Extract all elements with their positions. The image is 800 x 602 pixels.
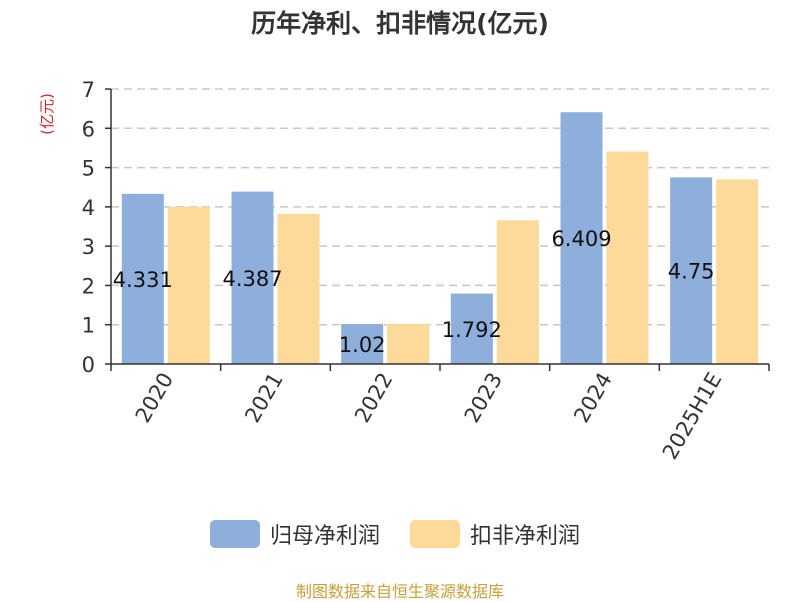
x-tick-label: 2020 <box>131 369 179 427</box>
data-label: 4.75 <box>668 260 715 284</box>
x-tick-label: 2022 <box>350 369 398 427</box>
bar-deducted-profit-2021 <box>277 213 320 364</box>
bar-net-profit-2025H1E <box>670 177 713 364</box>
bar-deducted-profit-2025H1E <box>716 179 759 364</box>
bar-deducted-profit-2023 <box>496 220 539 364</box>
bar-deducted-profit-2020 <box>167 206 210 364</box>
bar-net-profit-2022 <box>341 323 384 364</box>
data-label: 4.387 <box>222 267 282 291</box>
y-tick-label: 3 <box>82 235 95 259</box>
x-tick-label: 2021 <box>240 369 288 427</box>
data-label: 6.409 <box>551 227 611 251</box>
data-label: 4.331 <box>113 268 173 292</box>
bar-net-profit-2023 <box>450 293 493 364</box>
bar-deducted-profit-2024 <box>606 151 649 364</box>
y-tick-label: 1 <box>82 314 95 338</box>
legend-item-deducted-profit[interactable]: 扣非净利润 <box>410 518 580 550</box>
legend-item-net-profit[interactable]: 归母净利润 <box>210 518 380 550</box>
bar-deducted-profit-2022 <box>387 323 430 364</box>
legend-label-net-profit: 归母净利润 <box>270 524 381 549</box>
y-tick-label: 6 <box>82 117 95 141</box>
y-tick-label: 4 <box>82 196 95 220</box>
gridlines <box>111 88 769 326</box>
data-label: 1.02 <box>339 333 386 357</box>
x-tick-label: 2023 <box>460 369 508 427</box>
y-tick-label: 5 <box>82 157 95 181</box>
bar-net-profit-2024 <box>560 112 603 364</box>
y-tick-label: 0 <box>82 353 95 377</box>
bar-net-profit-2021 <box>231 191 274 364</box>
y-tick-label: 2 <box>82 274 95 298</box>
y-axis-label: (亿元) <box>38 93 56 135</box>
y-tick-label: 7 <box>82 78 95 102</box>
legend-swatch-net-profit <box>210 520 260 548</box>
x-tick-label: 2024 <box>569 369 617 427</box>
source-note: 制图数据来自恒生聚源数据库 <box>295 582 504 601</box>
data-labels: 4.331 4.387 1.02 1.792 6.409 4.75 <box>113 227 715 357</box>
chart-title: 历年净利、扣非情况(亿元) <box>251 9 549 38</box>
x-tick-label: 2025H1E <box>658 369 727 464</box>
legend-label-deducted-profit: 扣非净利润 <box>470 524 581 549</box>
bars <box>121 112 759 364</box>
legend-swatch-deducted-profit <box>410 520 460 548</box>
bar-net-profit-2020 <box>121 193 164 364</box>
data-label: 1.792 <box>442 318 502 342</box>
